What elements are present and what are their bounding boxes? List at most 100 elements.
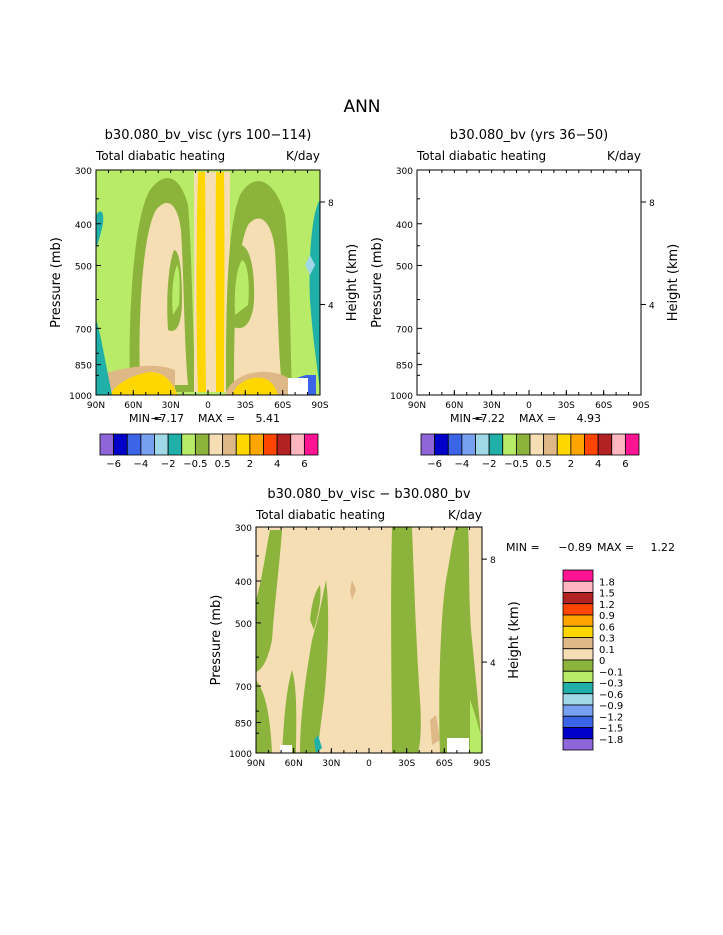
- panel-right: b30.080_bv (yrs 36−50) Total diabatic he…: [370, 128, 681, 470]
- colorbar-label: −2: [161, 459, 176, 470]
- y-right-tick-label: 4: [649, 301, 655, 311]
- colorbar-label: 0.5: [536, 459, 552, 470]
- contour-field: [256, 527, 482, 753]
- fill-light-green: [470, 700, 482, 753]
- colorbar-label: 0.6: [599, 622, 615, 633]
- panel-title: b30.080_bv (yrs 36−50): [450, 128, 608, 143]
- fill-teal: [630, 200, 641, 390]
- colorbar: 1.81.51.20.90.60.30.10−0.1−0.3−0.6−0.9−1…: [562, 569, 623, 751]
- y-tick-label: 700: [396, 325, 413, 335]
- colorbar-swatch: [113, 433, 128, 456]
- colorbar-label: 6: [622, 459, 628, 470]
- colorbar-label: 2: [247, 459, 253, 470]
- fill-gold: [431, 372, 499, 395]
- colorbar-label: −4: [134, 459, 149, 470]
- colorbar-label: 0.9: [599, 611, 615, 622]
- colorbar-label: 6: [301, 459, 307, 470]
- max-label: MAX =: [198, 412, 235, 425]
- colorbar-label: −0.6: [599, 690, 623, 701]
- colorbar-swatch: [562, 693, 594, 706]
- panel-units: K/day: [286, 149, 320, 163]
- panel-units: K/day: [607, 149, 641, 163]
- min-label: MIN =: [450, 412, 484, 425]
- min-label: MIN =: [506, 541, 540, 554]
- fill-gold: [518, 172, 528, 392]
- colorbar-swatch: [475, 433, 490, 456]
- fill-light-green: [417, 170, 641, 395]
- panel-subtitle: Total diabatic heating: [416, 149, 546, 163]
- colorbar: −6 −4 −2 −0.5 0.5 2 4 6: [99, 433, 319, 470]
- panel-subtitle: Total diabatic heating: [95, 149, 225, 163]
- colorbar-label: 0: [599, 656, 605, 667]
- x-tick-label: 0: [366, 759, 372, 769]
- colorbar-swatch: [562, 704, 594, 717]
- fill-olive: [256, 530, 282, 672]
- colorbar-label: −1.8: [599, 735, 623, 746]
- colorbar-swatch: [562, 603, 594, 616]
- fill-gold: [215, 172, 225, 392]
- fill-wheat: [555, 218, 603, 385]
- colorbar-swatch: [562, 580, 594, 593]
- fill-gold: [537, 172, 546, 392]
- colorbar-swatch: [562, 625, 594, 638]
- x-tick-label: 60N: [445, 401, 463, 411]
- colorbar-swatch: [624, 433, 640, 456]
- colorbar-swatch: [543, 433, 558, 456]
- fill-olive: [547, 181, 613, 392]
- fill-teal: [96, 211, 104, 250]
- colorbar-swatch: [194, 433, 210, 456]
- y-right-tick-label: 4: [490, 659, 496, 669]
- fill-tan: [546, 372, 626, 395]
- colorbar-swatch: [140, 433, 155, 456]
- y-right-tick-label: 8: [490, 556, 496, 566]
- y-axis-title: Pressure (mb): [209, 595, 224, 686]
- colorbar-swatch: [562, 670, 594, 683]
- panel-left: b30.080_bv_visc (yrs 100−114) Total diab…: [49, 128, 360, 470]
- y-tick-label: 1000: [390, 392, 413, 402]
- plot-frame: [416, 169, 642, 396]
- colorbar-label: −0.1: [599, 667, 623, 678]
- colorbar-swatch: [562, 715, 594, 728]
- fill-wheat: [139, 202, 188, 385]
- y-axis-title: Pressure (mb): [370, 237, 385, 328]
- contour-field: [417, 170, 641, 395]
- y-tick-label: 400: [396, 221, 413, 231]
- y-right-tick-label: 8: [328, 199, 334, 209]
- colorbar-label: −0.5: [504, 459, 528, 470]
- colorbar-swatch: [461, 433, 476, 456]
- colorbar-swatch: [303, 433, 319, 456]
- colorbar-label: −0.9: [599, 701, 623, 712]
- missing-data: [288, 378, 308, 395]
- y-tick-label: 1000: [229, 750, 252, 760]
- y-right-tick-label: 4: [328, 301, 334, 311]
- colorbar: −6 −4 −2 −0.5 0.5 2 4 6: [420, 433, 640, 470]
- colorbar-label: −0.5: [183, 459, 207, 470]
- y-tick-label: 1000: [69, 392, 92, 402]
- y-tick-label: 400: [75, 221, 92, 231]
- x-tick-label: 30S: [237, 401, 254, 411]
- fill-tan: [430, 715, 440, 745]
- x-tick-label: 60N: [124, 401, 142, 411]
- colorbar-label: 4: [595, 459, 601, 470]
- y-tick-label: 700: [235, 683, 252, 693]
- x-tick-label: 90S: [311, 401, 328, 411]
- panel-title: b30.080_bv_visc (yrs 100−114): [105, 128, 312, 143]
- max-label: MAX =: [519, 412, 556, 425]
- colorbar-swatch: [181, 433, 196, 456]
- colorbar-swatch: [488, 433, 504, 456]
- fill-gold: [110, 372, 178, 395]
- colorbar-swatch: [263, 433, 278, 456]
- min-value: −0.89: [558, 541, 592, 554]
- colorbar-swatch: [447, 433, 463, 456]
- y-tick-label: 500: [396, 262, 413, 272]
- colorbar-swatch: [249, 433, 264, 456]
- colorbar-swatch: [562, 569, 594, 582]
- fill-light-green: [172, 265, 180, 315]
- colorbar-swatch: [502, 433, 517, 456]
- y-tick-label: 300: [75, 167, 92, 177]
- fill-teal: [309, 200, 320, 390]
- colorbar-label: −6: [427, 459, 442, 470]
- fill-olive: [282, 670, 297, 753]
